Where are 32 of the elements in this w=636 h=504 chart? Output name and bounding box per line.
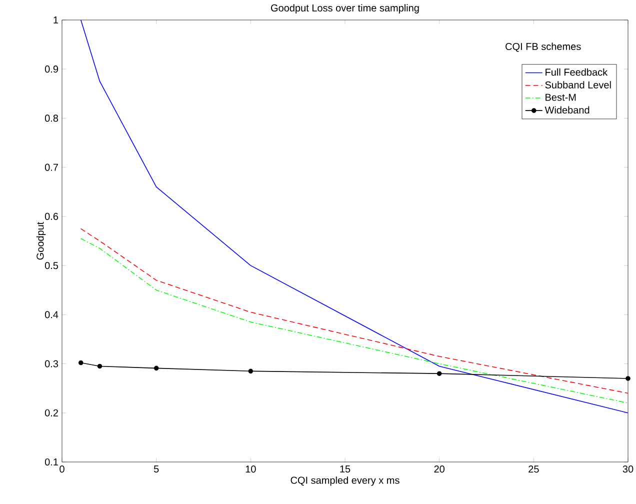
legend-label: Wideband <box>544 106 590 114</box>
y-tick-label: 0.1 <box>44 458 58 466</box>
x-axis-title: CQI sampled every x ms <box>290 476 400 486</box>
y-tick-label: 0.5 <box>44 262 58 270</box>
x-tick-label: 5 <box>154 466 159 472</box>
x-tick-label: 20 <box>434 466 445 473</box>
point <box>97 364 102 369</box>
y-tick-label: 1 <box>54 16 58 24</box>
legend-title: CQI FB schemes <box>506 42 581 52</box>
y-tick-label: 0.2 <box>44 409 58 416</box>
chart-title: Goodput Loss over time sampling <box>271 4 419 14</box>
point <box>436 371 442 376</box>
y-tick-label: 0.9 <box>44 66 58 73</box>
point <box>78 360 84 366</box>
point <box>626 376 630 381</box>
legend-label: Subband Level <box>545 81 611 88</box>
x-tick-label: 10 <box>246 466 256 473</box>
line-series <box>80 20 628 414</box>
x-tick-label: 25 <box>528 466 539 473</box>
y-tick-label: 0.8 <box>44 114 58 122</box>
y-tick-label: 0.7 <box>44 164 58 171</box>
x-tick-label: 15 <box>340 466 350 472</box>
x-tick-label: 0 <box>60 466 64 473</box>
y-axis-title: Goodput <box>36 222 46 260</box>
point <box>248 368 254 374</box>
y-tick-label: 0.3 <box>44 360 58 368</box>
point <box>154 366 159 371</box>
x-tick-label: 30 <box>622 466 634 473</box>
legend-label: Full Feedback <box>546 68 608 76</box>
legend-label: Best-M <box>546 94 576 101</box>
y-tick-label: 0.6 <box>44 212 58 220</box>
y-tick-label: 0.4 <box>44 311 58 318</box>
